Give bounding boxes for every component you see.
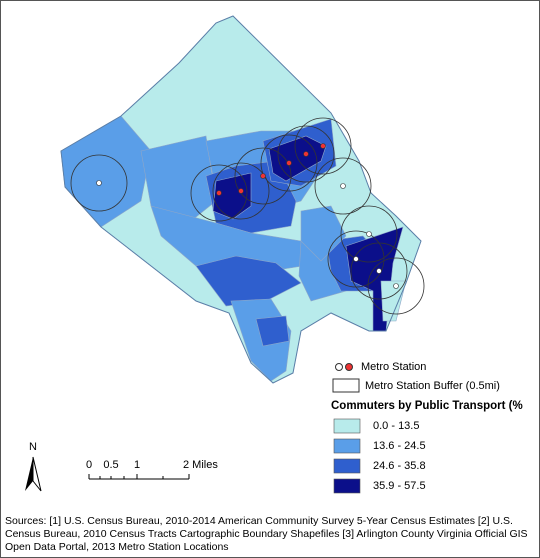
station [376, 268, 382, 274]
buffer-symbol [332, 378, 360, 393]
station-buffer [70, 154, 128, 212]
legend-title: Commuters by Public Transport (% [331, 400, 523, 412]
tract [140, 135, 217, 222]
legend-swatch [333, 458, 361, 474]
station-buffer [340, 205, 398, 263]
station-symbol [335, 363, 343, 371]
legend-station: Metro Station [361, 361, 426, 373]
north-label: N [29, 441, 37, 453]
legend-swatch [333, 478, 361, 494]
station-buffer [212, 162, 270, 220]
tract [300, 205, 347, 262]
legend-swatch [333, 418, 361, 434]
station-buffer [314, 157, 372, 215]
station-buffer [277, 125, 335, 183]
legend-buffer: Metro Station Buffer (0.5mi) [365, 380, 500, 392]
legend-label: 24.6 - 35.8 [373, 460, 426, 472]
scale-label: 0 [86, 459, 92, 471]
map: Metro Station Metro Station Buffer (0.5m… [25, 15, 523, 494]
stations [70, 117, 425, 315]
station [96, 180, 102, 186]
station-buffer [367, 257, 425, 315]
tract [150, 205, 322, 272]
scale-label: 0.5 [103, 459, 118, 471]
legend-label: 13.6 - 24.5 [373, 440, 426, 452]
station [260, 173, 266, 179]
legend-label: 35.9 - 57.5 [373, 480, 426, 492]
station-buffer [260, 134, 318, 192]
north-arrow [32, 456, 42, 492]
station [303, 151, 309, 157]
scale-bar [88, 474, 190, 480]
scale-label: 1 [134, 459, 140, 471]
station-buffer [294, 117, 352, 175]
station [366, 231, 372, 237]
station [340, 183, 346, 189]
tract [255, 315, 290, 347]
station [286, 160, 292, 166]
station-buffer [190, 164, 248, 222]
station [216, 190, 222, 196]
tracts [60, 15, 422, 384]
county-outline [60, 15, 422, 384]
tract [195, 255, 302, 307]
station-buffer [234, 147, 292, 205]
tract [212, 172, 252, 220]
tract [380, 280, 407, 322]
north-arrow [25, 457, 33, 491]
station-symbol [345, 363, 353, 371]
station-buffer [350, 242, 408, 300]
station [393, 283, 399, 289]
legend-classes: 0.0 - 13.5 13.6 - 24.5 24.6 - 35.8 35.9 - 5… [333, 418, 426, 494]
station [353, 256, 359, 262]
station [238, 188, 244, 194]
legend-swatch [333, 438, 361, 454]
scale-label: 2 Miles [183, 459, 218, 471]
sources: Sources: [1] U.S. Census Bureau, 2010-20… [5, 515, 528, 553]
legend-label: 0.0 - 13.5 [373, 420, 419, 432]
station [320, 143, 326, 149]
